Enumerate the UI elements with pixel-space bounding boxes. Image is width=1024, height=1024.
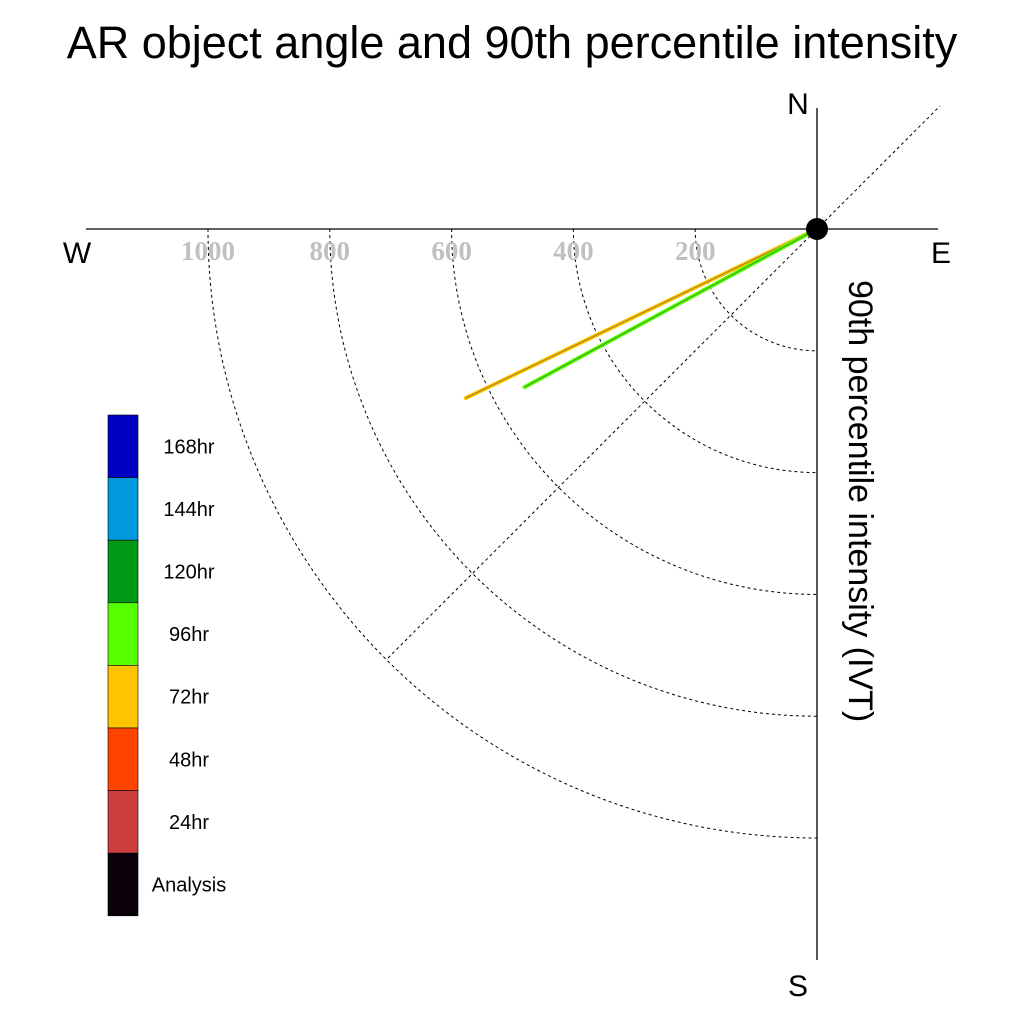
legend-label-168hr: 168hr (163, 436, 214, 458)
legend-swatch-144hr (107, 477, 139, 541)
compass-west: W (63, 237, 92, 270)
grid-arc-1000 (207, 228, 818, 839)
compass-north: N (787, 88, 809, 121)
compass-south: S (788, 970, 808, 1003)
grid-arc-600 (451, 228, 818, 595)
tick-label-800: 800 (310, 236, 351, 266)
grid-arc-800 (329, 228, 818, 717)
vector-core-72hr (465, 228, 818, 399)
tick-label-600: 600 (431, 236, 472, 266)
radial-tick-labels: 200 400 600 800 1000 (181, 236, 715, 266)
tick-label-1000: 1000 (181, 236, 235, 266)
series-vectors (463, 227, 819, 401)
chart-title: AR object angle and 90th percentile inte… (67, 17, 958, 68)
grid-diagonal (387, 105, 941, 659)
legend-swatch-120hr (107, 539, 139, 604)
legend-swatch-24hr (107, 790, 139, 854)
legend-label-144hr: 144hr (163, 499, 214, 521)
grid-arc-200 (694, 228, 818, 352)
legend-swatch-Analysis (107, 852, 139, 917)
legend-swatch-72hr (107, 665, 139, 729)
radial-axis-label: 90th percentile intensity (IVT) (841, 280, 879, 722)
vector-core-96hr (524, 228, 818, 388)
legend-swatch-48hr (107, 727, 139, 791)
legend-label-Analysis: Analysis (152, 875, 226, 897)
legend-label-120hr: 120hr (163, 562, 214, 584)
legend: 168hr 144hr 120hr 96hr 72hr 48hr 24hr Analysis (107, 414, 226, 917)
origin-marker (806, 218, 828, 240)
legend-label-24hr: 24hr (169, 812, 209, 834)
legend-label-96hr: 96hr (169, 624, 209, 646)
compass-east: E (931, 237, 951, 270)
legend-swatch-96hr (107, 602, 139, 666)
legend-label-48hr: 48hr (169, 749, 209, 771)
polar-grid (207, 105, 941, 839)
legend-swatch-168hr (107, 414, 139, 478)
legend-label-72hr: 72hr (169, 687, 209, 709)
grid-arc-400 (572, 228, 818, 474)
tick-label-200: 200 (675, 236, 716, 266)
tick-label-400: 400 (553, 236, 594, 266)
